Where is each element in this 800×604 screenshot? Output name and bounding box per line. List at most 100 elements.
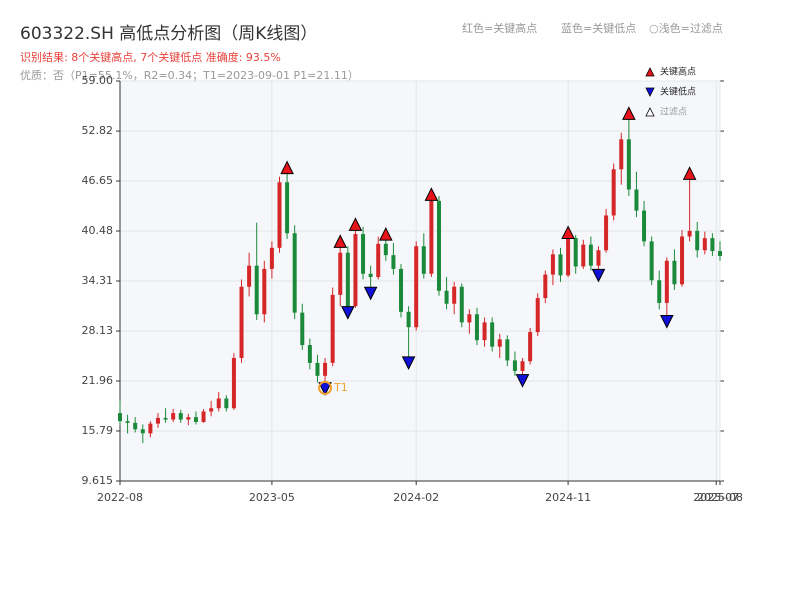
y-tick-label: 40.48 [82,224,114,237]
candle-body [353,234,358,307]
candle-body [247,265,252,287]
y-tick-label: 28.13 [82,324,114,337]
y-tick-label: 52.82 [82,124,114,137]
x-tick-label: 2025-07 [693,491,739,504]
key-point [561,225,575,239]
candle-body [345,252,350,307]
t1-label: T1 [333,381,348,394]
key-point [379,226,393,241]
header-legend: 蓝色=关键低点 [561,21,636,35]
x-tick-label: 2022-08 [97,491,143,504]
chart-subtitle: 识别结果: 8个关键高点, 7个关键低点 准确度: 93.5% [20,50,281,64]
candle-body [224,398,229,409]
candle-body [231,358,236,409]
candle-body [239,286,244,359]
candle-body [550,254,555,275]
candle-body [209,408,214,412]
candle-body [399,268,404,312]
candle-body [497,339,502,347]
chart-note: 优质：否（P1=55.1%，R2=0.34；T1=2023-09-01 P1=2… [20,69,359,82]
y-tick-label: 21.96 [82,374,114,387]
candle-body [216,398,221,409]
candle-body [604,215,609,251]
legend-label: 关键低点 [660,86,696,98]
key-point [424,187,439,201]
candle-body [155,417,160,424]
chart-title: 603322.SH 高低点分析图（周K线图） [20,24,317,44]
candle-body [444,290,449,304]
key-point [515,374,530,388]
legend-marker [645,107,655,117]
candle-body [163,417,168,420]
candle-body [429,200,434,274]
candle-body [133,422,138,430]
header-legend: 红色=关键高点 [462,21,537,35]
candle-body [140,429,145,434]
candle-body [505,339,510,361]
candle-body [474,314,479,341]
candle-body [619,139,624,170]
candle-body [292,233,297,313]
legend-marker [645,67,655,77]
candle-body [459,286,464,323]
key-point [280,160,294,175]
candle-body [254,265,259,315]
candle-body [687,230,692,237]
candle-body [201,411,206,422]
candle-body [452,286,457,304]
candle-body [581,244,586,267]
candle-body [323,362,328,376]
candle-body [490,322,495,347]
candle-body [118,413,122,422]
legend-label: 关键高点 [660,66,696,78]
legend-label: 过滤点 [660,106,687,118]
key-point [341,306,355,320]
candle-body [338,252,343,295]
y-tick-label: 59.00 [82,74,114,87]
candle-body [125,421,130,423]
candle-body [383,243,388,256]
x-tick-label: 2023-05 [249,491,295,504]
candle-body [535,298,540,333]
candle-body [376,243,381,278]
key-point [401,356,416,370]
candle-body [414,246,419,328]
y-tick-label: 34.31 [82,274,114,287]
candle-body [657,280,662,303]
candle-body [672,260,677,285]
candle-body [664,260,669,303]
candle-body [193,417,198,422]
candle-body [626,139,631,190]
candle-body [695,230,700,251]
candle-body [277,182,282,248]
candle-body [467,314,472,323]
candle-body [262,268,267,315]
candle-body [596,250,601,266]
candle-body [680,236,685,285]
key-point [660,315,674,329]
candle-body [611,169,616,216]
candle-body [171,413,176,420]
key-point [682,166,697,180]
candle-body [315,362,320,376]
y-tick-label: 46.65 [82,174,114,187]
t1-marker [318,380,333,395]
candle-body [710,238,715,252]
candle-body [285,182,290,234]
candle-body [718,251,722,256]
candle-body [436,200,441,291]
header-legend: ○浅色=过滤点 [649,21,723,35]
candle-body [269,247,274,269]
key-point [622,106,636,120]
candle-body [391,255,396,269]
x-tick-label: 2024-11 [545,491,591,504]
legend-marker [645,87,655,97]
key-point [591,268,606,283]
candle-body [528,332,533,362]
key-point [348,217,363,231]
candle-body [543,274,548,299]
y-tick-label: 15.79 [82,424,114,437]
candle-body [642,210,647,242]
candle-body [148,423,153,434]
key-point [363,286,378,301]
